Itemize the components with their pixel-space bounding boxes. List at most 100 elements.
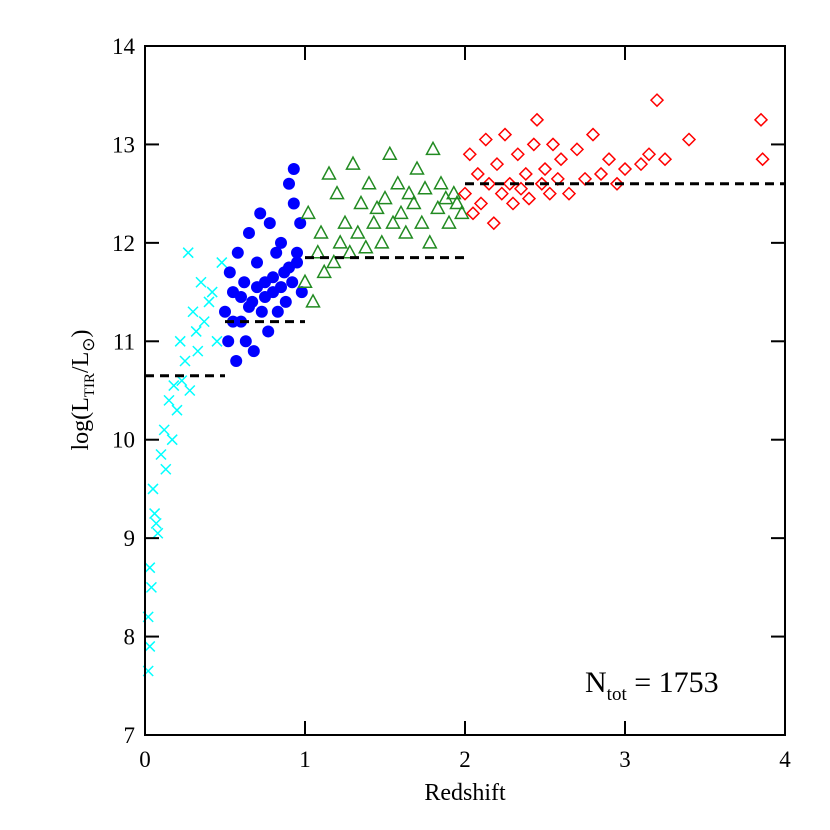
- point: [326, 253, 342, 269]
- point: [184, 384, 196, 397]
- point: [279, 295, 292, 308]
- point: [255, 305, 268, 318]
- point: [171, 404, 183, 416]
- point: [534, 176, 549, 191]
- point: [425, 140, 441, 156]
- y-tick-label: 9: [124, 526, 136, 551]
- point: [163, 394, 175, 406]
- point: [462, 147, 477, 162]
- point: [393, 204, 409, 220]
- point: [287, 163, 300, 176]
- point: [473, 196, 489, 211]
- point: [470, 166, 485, 182]
- point: [294, 217, 307, 230]
- point: [316, 263, 332, 279]
- point: [417, 180, 433, 195]
- point: [433, 175, 449, 190]
- point: [297, 273, 313, 288]
- point: [366, 214, 382, 229]
- point: [753, 112, 769, 127]
- point: [144, 562, 156, 574]
- point: [502, 176, 517, 191]
- point: [342, 244, 358, 259]
- point: [350, 224, 366, 239]
- point: [332, 234, 348, 249]
- point: [313, 224, 329, 239]
- point: [526, 137, 541, 152]
- point: [321, 165, 337, 180]
- point: [259, 290, 271, 303]
- point: [155, 448, 167, 461]
- y-tick-label: 13: [112, 132, 135, 157]
- point: [358, 239, 374, 254]
- point: [254, 207, 267, 220]
- point: [390, 175, 406, 190]
- point: [430, 199, 446, 215]
- point: [438, 189, 454, 205]
- annotation-part: N: [585, 666, 607, 699]
- point: [222, 335, 235, 348]
- point: [377, 189, 393, 205]
- annotation-part: = 1753: [627, 666, 719, 699]
- point: [231, 246, 244, 259]
- point: [271, 305, 284, 318]
- point: [329, 185, 345, 200]
- point: [649, 93, 665, 108]
- point: [283, 177, 295, 190]
- point: [398, 224, 414, 239]
- point: [657, 152, 673, 167]
- point: [585, 127, 601, 142]
- point: [287, 197, 300, 210]
- point: [179, 355, 191, 367]
- point: [457, 186, 473, 201]
- point: [251, 256, 263, 269]
- point: [247, 345, 260, 358]
- y-label-sub: ⊙: [79, 337, 98, 351]
- x-tick-label: 2: [459, 747, 471, 772]
- point: [182, 247, 194, 259]
- point: [409, 160, 425, 175]
- point: [211, 335, 223, 347]
- point: [206, 286, 218, 298]
- point: [174, 335, 186, 347]
- point: [382, 145, 398, 161]
- point: [454, 204, 470, 220]
- point: [542, 186, 557, 201]
- point: [446, 185, 462, 200]
- point: [478, 132, 493, 147]
- point: [385, 214, 401, 229]
- x-tick-label: 1: [299, 747, 311, 772]
- point: [561, 186, 577, 201]
- y-axis-label: log(LTIR/L⊙): [68, 329, 98, 450]
- point: [449, 194, 465, 210]
- point: [510, 147, 525, 162]
- point: [158, 424, 170, 436]
- point: [291, 246, 303, 259]
- point: [187, 306, 199, 318]
- x-tick-label: 4: [779, 747, 791, 772]
- point: [150, 517, 162, 529]
- point: [755, 152, 770, 167]
- y-tick-label: 12: [112, 231, 135, 256]
- point: [422, 234, 438, 249]
- point: [537, 161, 553, 177]
- point: [267, 271, 279, 284]
- point: [190, 325, 202, 337]
- point: [160, 463, 172, 475]
- point: [295, 286, 308, 299]
- point: [593, 166, 609, 182]
- plot-frame: [144, 45, 786, 736]
- point: [529, 112, 545, 127]
- point: [553, 152, 569, 167]
- point: [609, 176, 625, 191]
- point: [145, 581, 157, 593]
- y-label-part: /L: [68, 352, 94, 373]
- point: [219, 305, 231, 318]
- point: [283, 261, 295, 274]
- point: [361, 175, 377, 190]
- x-tick-label: 3: [619, 747, 631, 772]
- point: [251, 281, 263, 294]
- y-label-sub: TIR: [82, 373, 98, 397]
- point: [305, 293, 321, 308]
